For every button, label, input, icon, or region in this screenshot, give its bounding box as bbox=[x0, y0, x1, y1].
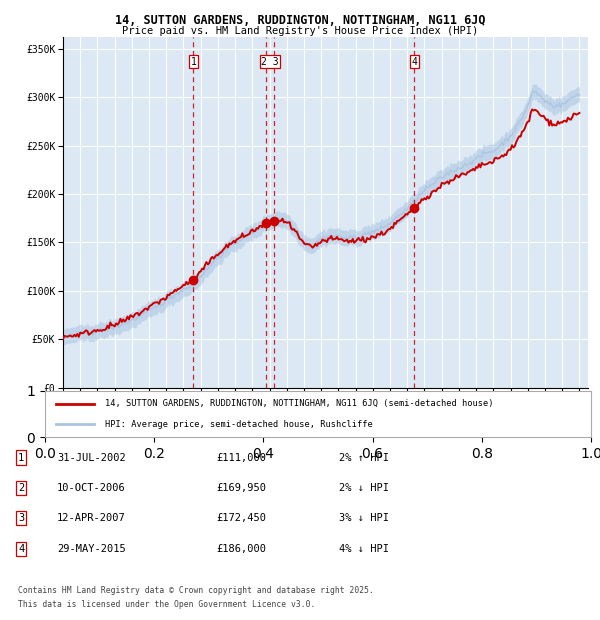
Text: This data is licensed under the Open Government Licence v3.0.: This data is licensed under the Open Gov… bbox=[18, 600, 316, 609]
Text: Contains HM Land Registry data © Crown copyright and database right 2025.: Contains HM Land Registry data © Crown c… bbox=[18, 586, 374, 595]
Text: Price paid vs. HM Land Registry's House Price Index (HPI): Price paid vs. HM Land Registry's House … bbox=[122, 26, 478, 36]
Text: 2% ↓ HPI: 2% ↓ HPI bbox=[339, 483, 389, 493]
Text: 3% ↓ HPI: 3% ↓ HPI bbox=[339, 513, 389, 523]
Text: £186,000: £186,000 bbox=[216, 544, 266, 554]
Text: 2 3: 2 3 bbox=[261, 56, 279, 66]
Text: 2% ↑ HPI: 2% ↑ HPI bbox=[339, 453, 389, 463]
Text: 1: 1 bbox=[18, 453, 24, 463]
Text: 10-OCT-2006: 10-OCT-2006 bbox=[57, 483, 126, 493]
Text: 1: 1 bbox=[191, 56, 196, 66]
Text: 14, SUTTON GARDENS, RUDDINGTON, NOTTINGHAM, NG11 6JQ (semi-detached house): 14, SUTTON GARDENS, RUDDINGTON, NOTTINGH… bbox=[105, 399, 494, 408]
Text: 4% ↓ HPI: 4% ↓ HPI bbox=[339, 544, 389, 554]
Text: 4: 4 bbox=[18, 544, 24, 554]
Text: £169,950: £169,950 bbox=[216, 483, 266, 493]
Text: £172,450: £172,450 bbox=[216, 513, 266, 523]
Text: 2: 2 bbox=[18, 483, 24, 493]
Text: 3: 3 bbox=[18, 513, 24, 523]
Text: HPI: Average price, semi-detached house, Rushcliffe: HPI: Average price, semi-detached house,… bbox=[105, 420, 373, 428]
Text: £111,000: £111,000 bbox=[216, 453, 266, 463]
Text: 31-JUL-2002: 31-JUL-2002 bbox=[57, 453, 126, 463]
Text: 14, SUTTON GARDENS, RUDDINGTON, NOTTINGHAM, NG11 6JQ: 14, SUTTON GARDENS, RUDDINGTON, NOTTINGH… bbox=[115, 14, 485, 27]
Text: 4: 4 bbox=[412, 56, 417, 66]
Text: 29-MAY-2015: 29-MAY-2015 bbox=[57, 544, 126, 554]
Text: 12-APR-2007: 12-APR-2007 bbox=[57, 513, 126, 523]
